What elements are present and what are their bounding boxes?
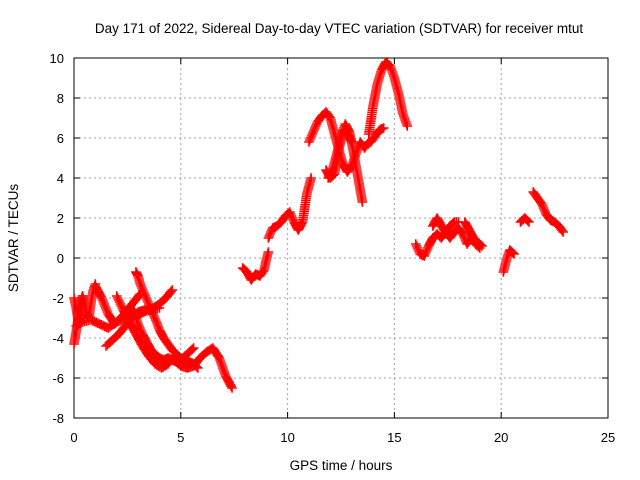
x-tick-label: 15 <box>387 430 401 445</box>
data-point <box>96 291 106 302</box>
data-point <box>187 344 197 355</box>
y-tick-label: 0 <box>57 251 64 266</box>
x-tick-label: 25 <box>601 430 615 445</box>
data-point <box>378 123 389 133</box>
y-tick-label: 4 <box>57 171 64 186</box>
data-point <box>227 383 237 393</box>
x-tick-label: 20 <box>494 430 508 445</box>
data-point <box>357 197 368 207</box>
data-point <box>558 227 568 237</box>
x-tick-label: 0 <box>70 430 77 445</box>
x-axis-label: GPS time / hours <box>290 458 393 473</box>
series-arc-19 <box>460 217 487 251</box>
data-point <box>324 111 335 122</box>
axis-ticks: 0 5 10 15 20 25 -8 -6 -4 -2 0 2 4 6 8 10 <box>50 51 616 445</box>
data-point <box>77 291 88 301</box>
y-tick-label: -6 <box>52 371 64 386</box>
data-point <box>402 121 413 131</box>
y-tick-label: 10 <box>50 51 64 66</box>
y-tick-label: 6 <box>57 131 64 146</box>
y-tick-label: -8 <box>52 411 64 426</box>
data-points <box>69 57 568 393</box>
data-point <box>509 249 519 259</box>
y-tick-label: -4 <box>52 331 64 346</box>
y-tick-label: 2 <box>57 211 64 226</box>
data-point <box>167 285 178 295</box>
grid <box>74 58 608 418</box>
data-point <box>508 248 518 258</box>
y-axis-label: SDTVAR / TECUs <box>6 184 21 293</box>
data-point <box>263 247 274 257</box>
series-arc-22 <box>528 187 568 237</box>
data-point <box>475 239 486 250</box>
data-point <box>213 351 223 362</box>
series-arc-11 <box>263 173 316 243</box>
data-point <box>166 286 176 297</box>
series-arc-10 <box>237 247 274 285</box>
data-point <box>258 266 268 277</box>
y-tick-label: 8 <box>57 91 64 106</box>
data-point <box>346 135 356 146</box>
data-point <box>193 363 203 373</box>
data-point <box>226 381 236 392</box>
chart-title: Day 171 of 2022, Sidereal Day-to-day VTE… <box>95 21 583 36</box>
series-arc-7 <box>129 305 199 367</box>
data-point <box>76 318 86 328</box>
data-point <box>346 137 357 147</box>
series-arc-21 <box>515 213 534 227</box>
series-arc-9 <box>122 285 178 321</box>
plot-frame <box>73 57 609 419</box>
series-arc-15 <box>363 57 413 139</box>
data-point <box>306 173 316 183</box>
data-point <box>191 361 202 372</box>
x-tick-label: 5 <box>177 430 184 445</box>
data-point <box>296 218 307 229</box>
y-tick-label: -2 <box>52 291 64 306</box>
data-point <box>524 217 534 227</box>
data-point <box>477 241 487 251</box>
x-tick-label: 10 <box>280 430 294 445</box>
series-arc-14 <box>321 125 357 183</box>
data-point <box>522 215 533 226</box>
data-point <box>557 225 567 236</box>
series-arc-20 <box>498 245 519 277</box>
series-arc-16 <box>366 123 389 147</box>
data-point <box>447 218 458 229</box>
data-point <box>188 343 199 353</box>
